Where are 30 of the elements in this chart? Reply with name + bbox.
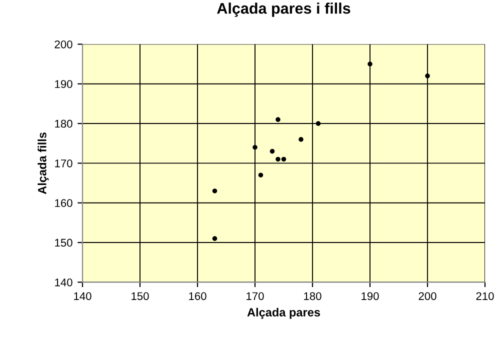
point <box>212 188 218 194</box>
point <box>368 62 372 66</box>
point <box>298 137 304 142</box>
point <box>276 156 280 162</box>
y-tick-label: 160 <box>55 199 72 207</box>
point <box>425 74 430 78</box>
point <box>212 236 218 241</box>
x-tick-label: 210 <box>476 292 494 300</box>
x-tick-label: 150 <box>132 292 149 300</box>
x-tick-label: 200 <box>418 292 436 300</box>
point <box>258 172 264 178</box>
y-axis-title: Alçada fills <box>38 132 49 194</box>
y-tick-label: 170 <box>55 159 72 168</box>
x-axis-title: Alçada pares <box>247 308 320 319</box>
point <box>252 144 258 150</box>
x-tick-label: 140 <box>74 292 92 300</box>
y-tick-label: 150 <box>55 238 72 247</box>
y-tick-label: 140 <box>55 278 72 286</box>
point <box>270 148 275 154</box>
point <box>316 121 321 126</box>
point <box>281 156 286 162</box>
y-tick-label: 180 <box>55 120 72 128</box>
x-tick-label: 190 <box>362 292 379 300</box>
x-tick-label: 180 <box>304 292 322 300</box>
point <box>276 117 280 122</box>
y-tick-label: 190 <box>55 80 72 88</box>
x-tick-label: 170 <box>246 292 264 300</box>
y-tick-label: 200 <box>54 40 72 48</box>
chart-title: Alçada pares i fills <box>217 2 350 17</box>
x-tick-label: 160 <box>189 292 206 300</box>
